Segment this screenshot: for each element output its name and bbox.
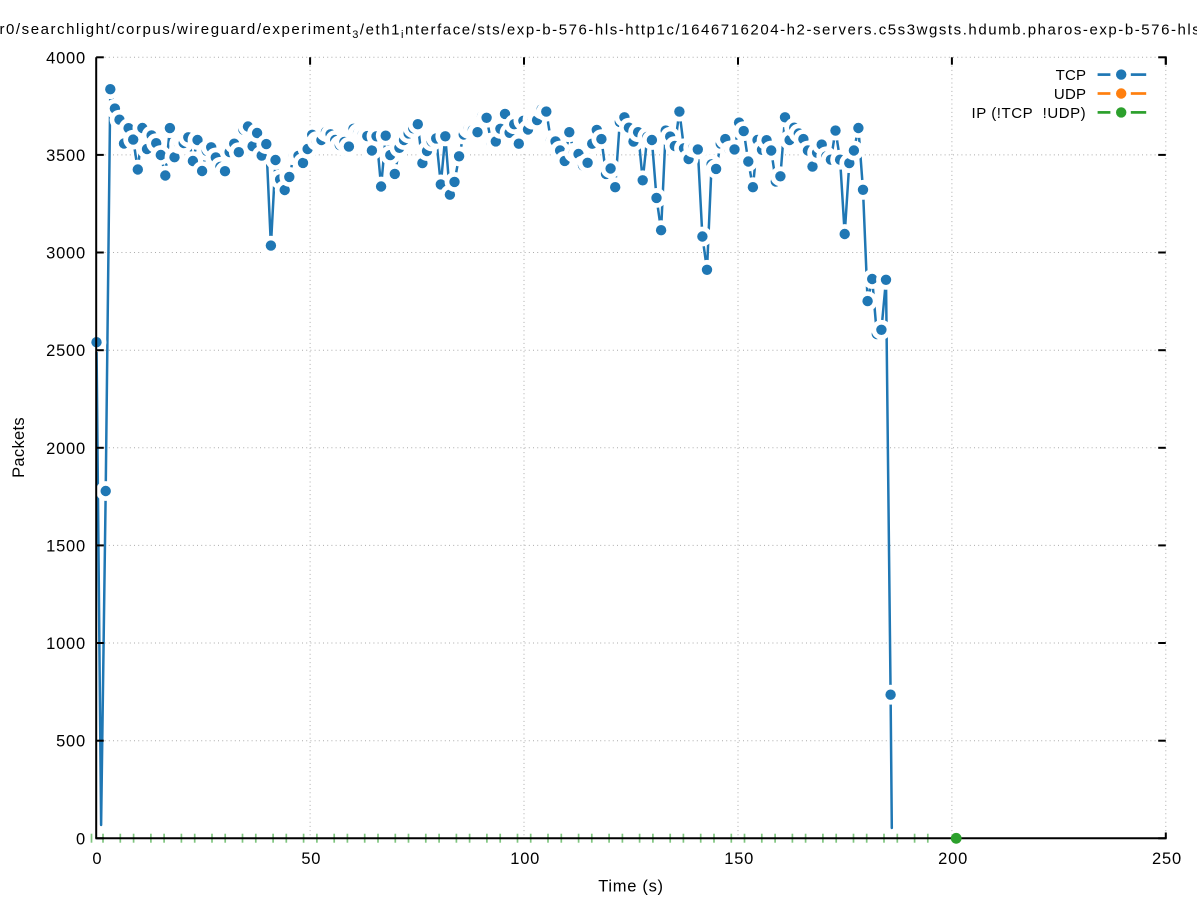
svg-text:Time (s): Time (s)	[598, 878, 663, 896]
svg-text:1500: 1500	[46, 537, 86, 555]
svg-text:250: 250	[1152, 850, 1182, 868]
svg-text:TCP: TCP	[1056, 67, 1087, 84]
svg-text:r0/searchlight/corpus/wireguar: r0/searchlight/corpus/wireguard/experime…	[0, 21, 1197, 41]
svg-text:150: 150	[724, 850, 754, 868]
svg-text:500: 500	[56, 733, 86, 751]
svg-text:2000: 2000	[46, 440, 86, 458]
svg-text:1000: 1000	[46, 635, 86, 653]
svg-text:200: 200	[938, 850, 968, 868]
svg-text:50: 50	[301, 850, 321, 868]
svg-text:0: 0	[92, 850, 102, 868]
svg-text:IP (!TCP !UDP): IP (!TCP !UDP)	[972, 105, 1087, 122]
svg-text:2500: 2500	[46, 342, 86, 360]
svg-text:3500: 3500	[46, 147, 86, 165]
svg-text:Packets: Packets	[10, 417, 28, 478]
svg-text:UDP: UDP	[1054, 86, 1086, 103]
svg-text:0: 0	[76, 830, 86, 848]
svg-text:4000: 4000	[46, 49, 86, 67]
svg-text:100: 100	[510, 850, 540, 868]
svg-text:3000: 3000	[46, 245, 86, 263]
